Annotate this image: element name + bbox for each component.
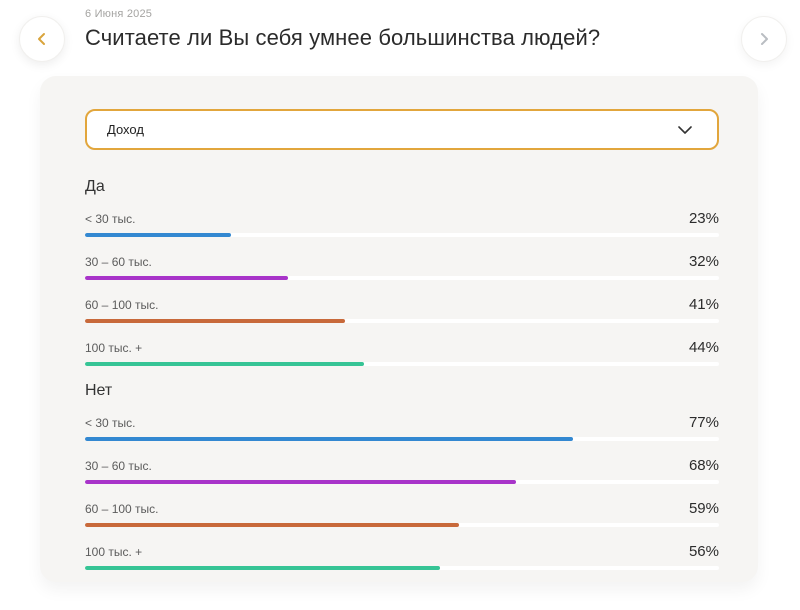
poll-row: < 30 тыс. 23% [85, 210, 719, 237]
poll-row: 60 – 100 тыс. 59% [85, 500, 719, 527]
category-label: 100 тыс. + [85, 545, 143, 559]
filter-dropdown-value: Доход [107, 122, 144, 137]
answer-group: Нет < 30 тыс. 77% 30 – 60 тыс. 68% 60 – 100 т… [85, 382, 719, 570]
category-label: 30 – 60 тыс. [85, 255, 152, 269]
poll-results-card: Доход Да < 30 тыс. 23% 30 – 60 тыс. 32% 60 – … [40, 76, 758, 582]
bar-track [85, 276, 719, 280]
value-label: 41% [688, 296, 719, 313]
value-label: 59% [688, 500, 719, 517]
answer-group: Да < 30 тыс. 23% 30 – 60 тыс. 32% 60 – 100 ты… [85, 178, 719, 366]
poll-row: 60 – 100 тыс. 41% [85, 296, 719, 323]
category-label: 60 – 100 тыс. [85, 298, 159, 312]
bar-fill [85, 523, 460, 527]
category-label: 30 – 60 тыс. [85, 459, 152, 473]
previous-poll-button[interactable] [19, 16, 65, 62]
bar-fill [85, 276, 288, 280]
bar-fill [85, 437, 574, 441]
chevron-down-icon [677, 125, 693, 135]
bar-track [85, 437, 719, 441]
group-heading: Нет [85, 382, 113, 399]
next-poll-button[interactable] [741, 16, 787, 62]
poll-date: 6 Июня 2025 [85, 8, 153, 20]
poll-row: 30 – 60 тыс. 32% [85, 253, 719, 280]
value-label: 77% [688, 414, 719, 431]
value-label: 68% [688, 457, 719, 474]
category-label: < 30 тыс. [85, 212, 136, 226]
category-label: 60 – 100 тыс. [85, 502, 159, 516]
category-label: 100 тыс. + [85, 341, 143, 355]
bar-fill [85, 566, 441, 570]
bar-fill [85, 319, 345, 323]
poll-row: 100 тыс. + 56% [85, 543, 719, 570]
value-label: 23% [688, 210, 719, 227]
bar-track [85, 523, 719, 527]
value-label: 32% [688, 253, 719, 270]
poll-row: 30 – 60 тыс. 68% [85, 457, 719, 484]
bar-fill [85, 362, 364, 366]
chevron-right-icon [757, 32, 771, 46]
bar-track [85, 566, 719, 570]
bar-track [85, 480, 719, 484]
bar-track [85, 362, 719, 366]
bar-fill [85, 480, 517, 484]
group-heading: Да [85, 178, 105, 195]
value-label: 56% [688, 543, 719, 560]
poll-header: 6 Июня 2025 Считаете ли Вы себя умнее бо… [0, 0, 800, 62]
poll-row: < 30 тыс. 77% [85, 414, 719, 441]
bar-fill [85, 233, 231, 237]
value-label: 44% [688, 339, 719, 356]
poll-title: Считаете ли Вы себя умнее большинства лю… [85, 25, 601, 50]
bar-track [85, 319, 719, 323]
category-label: < 30 тыс. [85, 416, 136, 430]
bar-track [85, 233, 719, 237]
filter-dropdown[interactable]: Доход [85, 109, 719, 150]
poll-groups: Да < 30 тыс. 23% 30 – 60 тыс. 32% 60 – 100 ты… [85, 178, 719, 570]
poll-row: 100 тыс. + 44% [85, 339, 719, 366]
chevron-left-icon [35, 32, 49, 46]
